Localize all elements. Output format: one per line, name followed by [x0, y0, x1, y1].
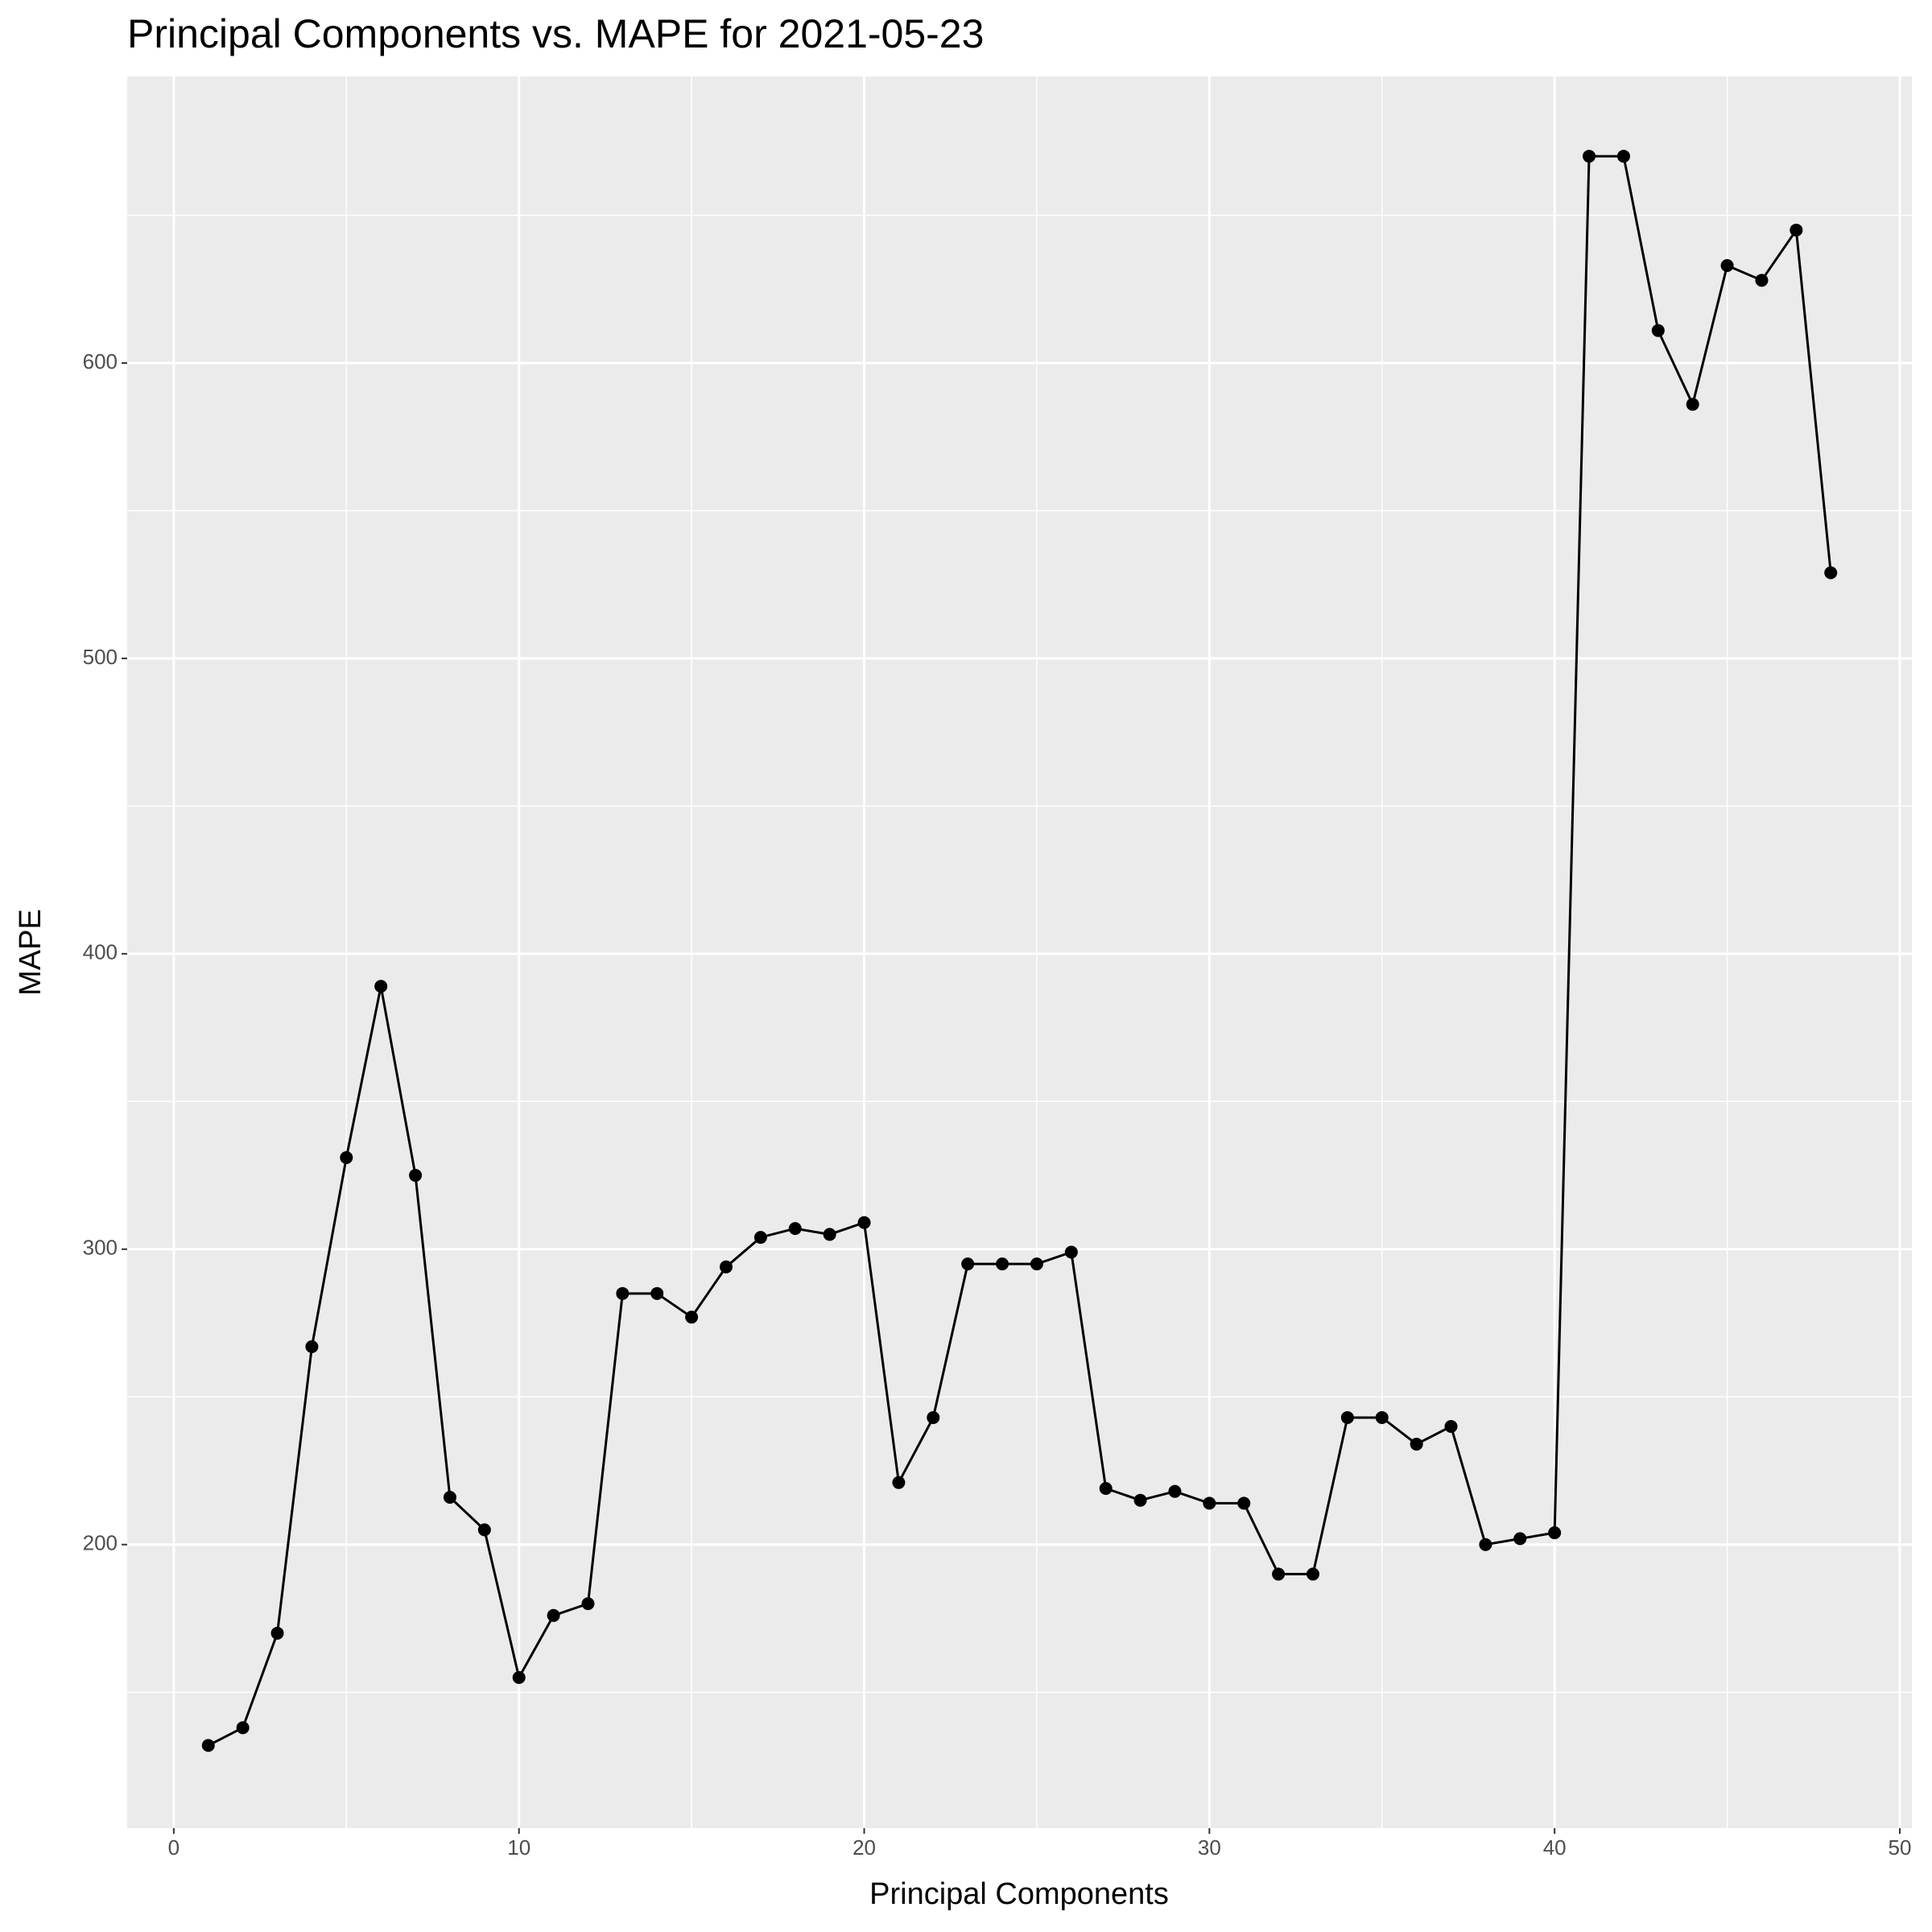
point: [1824, 566, 1838, 580]
point: [512, 1670, 526, 1684]
point: [443, 1491, 456, 1505]
y-tick-label: 200: [83, 1531, 118, 1555]
chart-title: Principal Components vs. MAPE for 2021-0…: [127, 11, 984, 56]
point: [1203, 1496, 1216, 1510]
point: [1651, 324, 1665, 337]
point: [1755, 274, 1769, 287]
point: [1168, 1484, 1182, 1498]
point: [1583, 150, 1596, 163]
point: [1099, 1482, 1113, 1496]
y-tick-label: 400: [83, 940, 118, 964]
point: [547, 1608, 560, 1622]
point: [1030, 1257, 1043, 1271]
x-tick-label: 10: [507, 1835, 530, 1860]
y-axis-title: MAPE: [14, 909, 47, 996]
point: [1306, 1567, 1319, 1581]
x-tick-label: 20: [852, 1835, 876, 1860]
y-tick-label: 600: [83, 349, 118, 374]
point: [236, 1721, 250, 1735]
point: [1686, 398, 1699, 411]
point: [1616, 150, 1630, 163]
x-tick-label: 30: [1198, 1835, 1221, 1860]
point: [1410, 1437, 1423, 1451]
point: [996, 1257, 1009, 1271]
point: [1444, 1419, 1458, 1433]
y-tick-label: 300: [83, 1236, 118, 1260]
point: [616, 1286, 630, 1300]
point: [340, 1151, 353, 1165]
point: [650, 1286, 664, 1300]
point: [1064, 1245, 1078, 1259]
point: [685, 1311, 699, 1324]
point: [1133, 1493, 1147, 1507]
line: [208, 155, 1832, 1747]
point: [1237, 1496, 1251, 1510]
point: [1548, 1526, 1562, 1540]
point: [477, 1523, 491, 1537]
point: [1720, 258, 1734, 272]
point: [892, 1476, 906, 1489]
x-tick-label: 50: [1889, 1835, 1912, 1860]
point: [374, 980, 388, 993]
point: [1790, 223, 1803, 237]
x-tick-label: 40: [1543, 1835, 1567, 1860]
point: [857, 1216, 871, 1229]
point: [409, 1169, 423, 1183]
point: [270, 1626, 284, 1640]
point: [823, 1228, 836, 1241]
point: [1479, 1538, 1492, 1551]
x-tick-label: 0: [168, 1835, 180, 1860]
point: [305, 1340, 319, 1353]
point: [1272, 1567, 1286, 1581]
point: [201, 1739, 215, 1752]
plot-panel: [127, 76, 1912, 1828]
point: [1340, 1410, 1354, 1424]
point: [1375, 1410, 1389, 1424]
point: [581, 1597, 595, 1611]
point: [961, 1257, 975, 1271]
y-tick-label: 500: [83, 645, 118, 669]
point: [720, 1260, 733, 1274]
point: [1513, 1532, 1527, 1546]
x-axis-title: Principal Components: [869, 1877, 1169, 1911]
point: [753, 1231, 767, 1245]
point: [927, 1410, 940, 1424]
point: [788, 1222, 802, 1236]
